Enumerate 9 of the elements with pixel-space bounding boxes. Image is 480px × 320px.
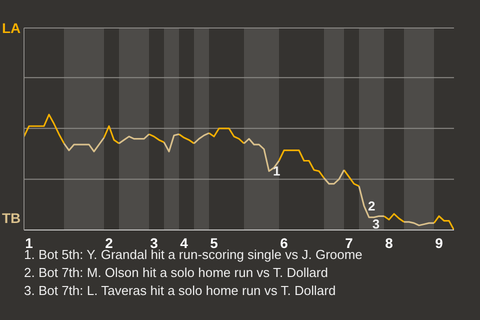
x-tick-label: 8 [385,234,394,251]
annotation: 3 [372,216,380,232]
text: LA [2,20,21,36]
annotation: 1 [273,164,280,179]
x-tick-label: 9 [435,234,444,251]
annotation: 2 [368,198,376,214]
text: 2. Bot 7th: M. Olson hit a solo home run vs T. Dollard [24,264,329,282]
text: TB [2,210,21,226]
text: 3. Bot 7th: L. Taveras hit a solo home run vs T. Dollard [24,282,337,300]
